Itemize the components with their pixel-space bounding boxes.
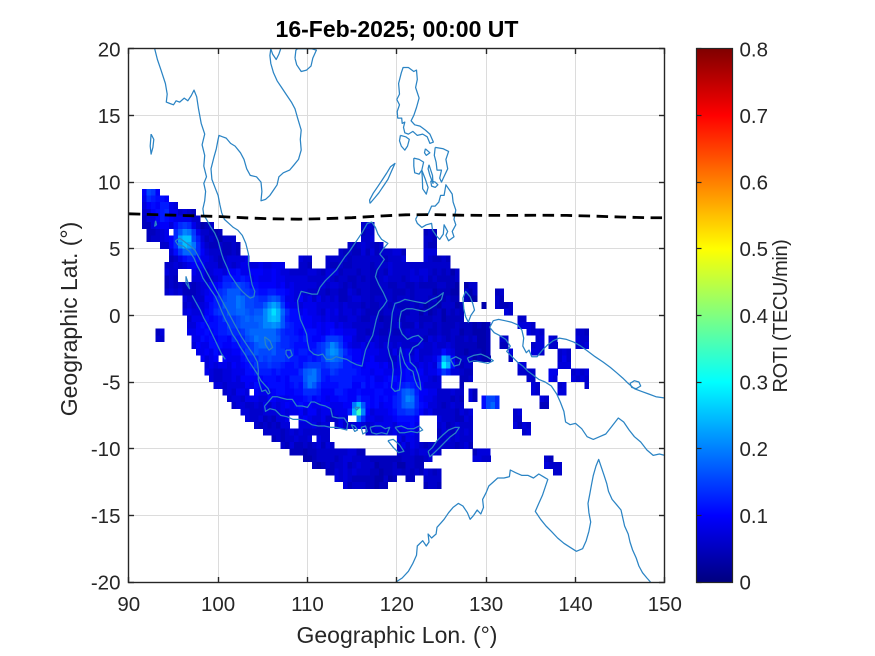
svg-text:ROTI (TECU/min): ROTI (TECU/min)	[770, 240, 792, 393]
svg-text:150: 150	[648, 593, 682, 616]
svg-text:15: 15	[98, 105, 121, 128]
svg-text:Geographic Lon. (°): Geographic Lon. (°)	[297, 622, 498, 648]
svg-text:0: 0	[740, 572, 751, 595]
svg-text:0.4: 0.4	[740, 305, 769, 328]
svg-text:0.8: 0.8	[740, 38, 769, 61]
svg-text:140: 140	[558, 593, 592, 616]
svg-text:100: 100	[201, 593, 235, 616]
svg-text:130: 130	[469, 593, 503, 616]
svg-text:10: 10	[98, 172, 121, 195]
svg-text:110: 110	[291, 593, 324, 616]
svg-text:-20: -20	[91, 572, 121, 595]
svg-text:16-Feb-2025; 00:00 UT: 16-Feb-2025; 00:00 UT	[276, 16, 519, 42]
svg-text:20: 20	[98, 38, 121, 61]
svg-text:-5: -5	[102, 372, 120, 395]
svg-text:0.6: 0.6	[740, 172, 769, 195]
svg-text:90: 90	[117, 593, 140, 616]
svg-text:-15: -15	[91, 505, 121, 528]
svg-text:0.2: 0.2	[740, 438, 769, 461]
svg-text:-10: -10	[91, 438, 121, 461]
svg-text:0.3: 0.3	[740, 372, 769, 395]
svg-text:5: 5	[109, 238, 120, 261]
svg-text:0.5: 0.5	[740, 238, 769, 261]
svg-text:0.7: 0.7	[740, 105, 769, 128]
svg-text:Geographic Lat. (°): Geographic Lat. (°)	[56, 222, 82, 417]
svg-text:0: 0	[109, 305, 120, 328]
svg-text:0.1: 0.1	[740, 505, 769, 528]
svg-text:120: 120	[380, 593, 414, 616]
